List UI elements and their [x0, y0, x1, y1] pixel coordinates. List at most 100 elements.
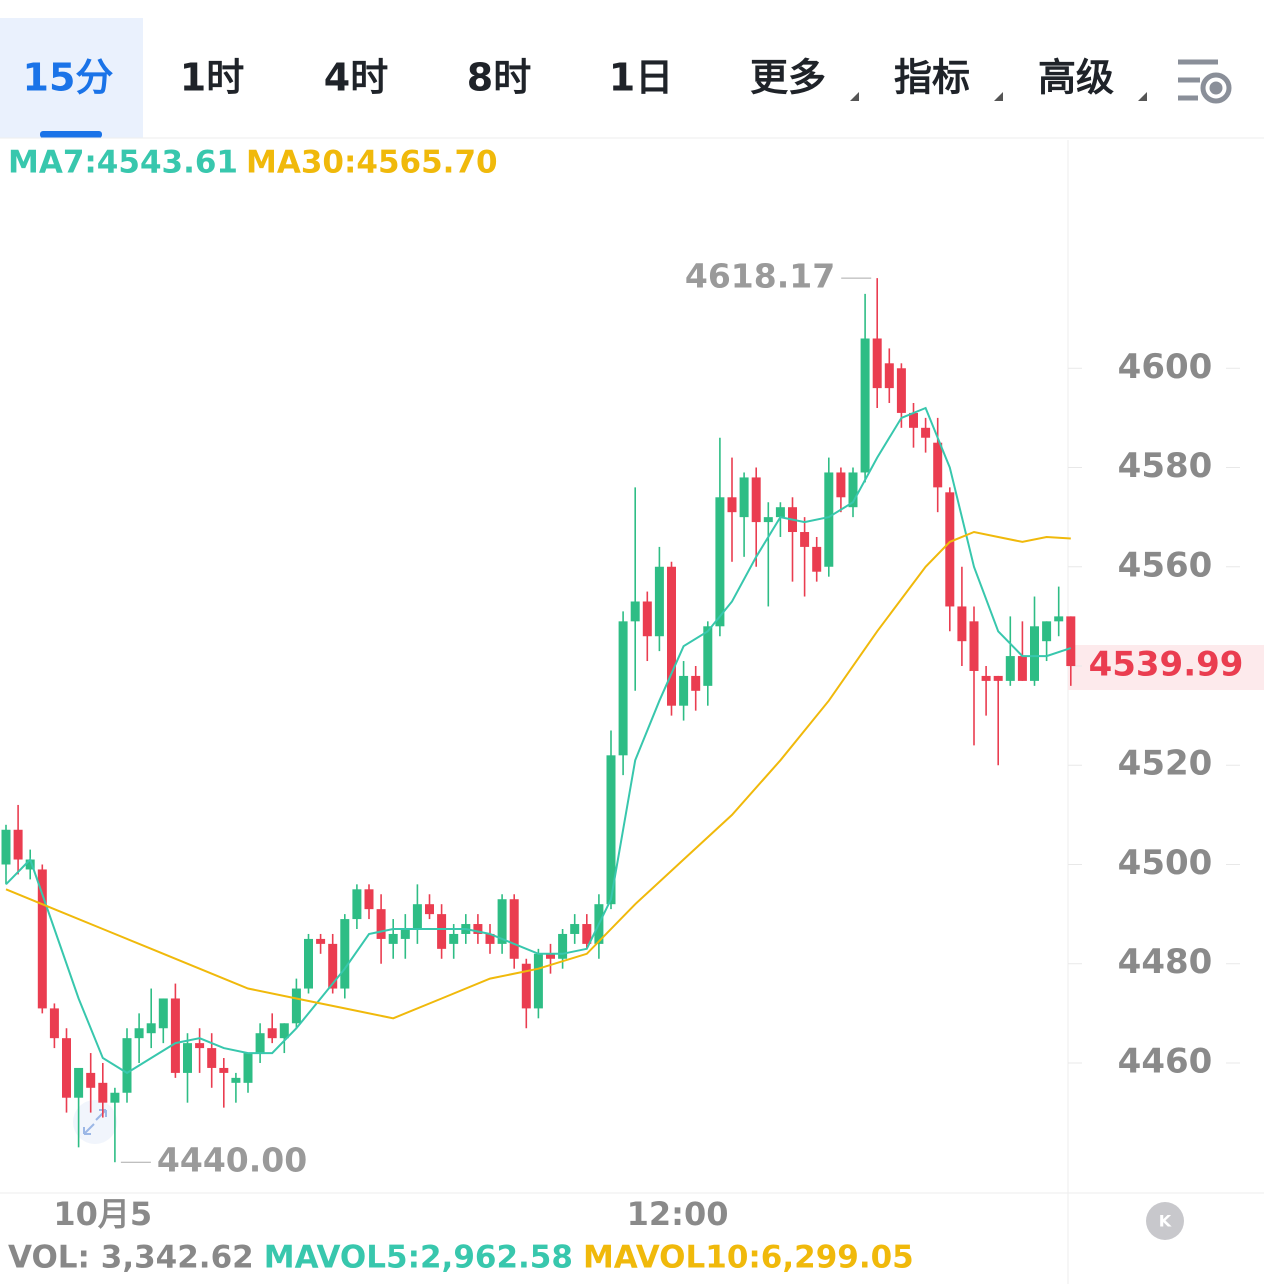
y-tick-label: 4500 — [1118, 843, 1213, 883]
candle-body — [122, 1038, 132, 1093]
candle-body — [860, 338, 870, 473]
candle-body — [13, 829, 23, 860]
candle-body — [134, 1028, 144, 1039]
candle-body — [231, 1077, 241, 1083]
tab[interactable]: 更多 — [750, 56, 826, 100]
candle-body — [909, 412, 918, 428]
tab[interactable]: 高级 — [1038, 56, 1114, 100]
candle-body — [412, 904, 422, 929]
candle-body — [400, 929, 410, 939]
candle-body — [533, 953, 543, 1009]
candle-body — [642, 601, 652, 637]
candle-body — [993, 675, 1003, 681]
candle-body — [558, 933, 568, 959]
candle-body — [376, 909, 386, 939]
volume-label: MAVOL5:2,962.58 — [264, 1240, 573, 1276]
tab[interactable]: 8时 — [467, 56, 531, 100]
candle-body — [546, 953, 555, 959]
zoom-arrows — [83, 1109, 107, 1135]
candle-body — [1054, 616, 1064, 622]
candle-body — [219, 1067, 229, 1073]
candle-body — [933, 442, 943, 488]
candle-body — [1005, 656, 1015, 681]
dropdown-caret — [994, 92, 1003, 101]
candle-body — [195, 1043, 205, 1049]
candle-body — [521, 963, 531, 1009]
volume-label: MAVOL10:6,299.05 — [583, 1240, 914, 1276]
candle-body — [775, 507, 785, 518]
candle-body — [1, 829, 11, 865]
candle-body — [170, 998, 180, 1073]
active-tab-bg — [0, 18, 143, 138]
tab[interactable]: 1时 — [180, 56, 244, 100]
ma-line — [5, 406, 1072, 1075]
candle-body — [848, 472, 858, 508]
candle-body — [618, 621, 628, 756]
scroll-latest-button[interactable] — [1146, 1202, 1184, 1240]
dropdown-caret — [1138, 92, 1147, 101]
candle-body — [715, 497, 725, 627]
candle-body — [364, 889, 374, 910]
candle-body — [1030, 626, 1039, 681]
candle-body — [727, 497, 737, 513]
ma-label: MA30:4565.70 — [246, 145, 498, 181]
candle-body — [207, 1048, 217, 1068]
candle-body — [703, 626, 713, 686]
candle-body — [969, 621, 979, 671]
scroll-latest-icon: K — [1159, 1212, 1172, 1231]
candle-body — [800, 532, 810, 547]
candle-body — [158, 998, 168, 1029]
tab[interactable]: 1日 — [609, 56, 673, 100]
candle-body — [824, 472, 834, 567]
low-marker-label: 4440.00 — [157, 1141, 307, 1180]
y-tick-label: 4560 — [1118, 545, 1213, 585]
candle-body — [1042, 621, 1052, 642]
candle-body — [110, 1092, 120, 1103]
candle-body — [62, 1038, 71, 1098]
candle-body — [388, 933, 398, 944]
x-tick-label: 12:00 — [627, 1195, 729, 1233]
ma-line — [5, 530, 1071, 1020]
candle-body — [49, 1008, 59, 1039]
y-tick-label: 4480 — [1118, 942, 1213, 982]
y-tick-label: 4460 — [1118, 1041, 1213, 1081]
candle-body — [654, 566, 664, 637]
candle-body — [509, 899, 519, 959]
candle-body — [667, 566, 676, 706]
candle-body — [872, 338, 882, 389]
tab[interactable]: 15分 — [23, 56, 114, 100]
y-tick-label: 4580 — [1118, 446, 1213, 486]
candle-body — [267, 1028, 277, 1039]
candle-body — [606, 755, 616, 905]
candle-body — [981, 675, 991, 681]
candle-body — [570, 924, 580, 934]
candle-body — [473, 924, 483, 934]
candle-body — [25, 859, 35, 870]
zoom-icon[interactable] — [73, 1100, 117, 1144]
candle-body — [304, 938, 313, 989]
candle-body — [340, 919, 350, 989]
candle-body — [739, 477, 749, 518]
candle-body — [352, 889, 362, 920]
candle-body — [183, 1043, 192, 1073]
candle-body — [679, 675, 689, 706]
candle-body — [582, 924, 592, 944]
candle-body — [921, 427, 931, 438]
tab[interactable]: 指标 — [894, 56, 970, 100]
candle-body — [449, 933, 459, 944]
active-tab-indicator — [40, 131, 102, 138]
candle-body — [497, 899, 507, 944]
candle-body — [279, 1023, 289, 1039]
tab[interactable]: 4时 — [324, 56, 388, 100]
candle-body — [98, 1082, 108, 1103]
y-tick-label: 4600 — [1118, 347, 1213, 387]
candle-body — [836, 472, 846, 498]
candle-body — [812, 546, 822, 572]
volume-label: VOL: 3,342.62 — [8, 1240, 254, 1276]
candle-body — [37, 869, 47, 1009]
candle-body — [437, 914, 447, 949]
settings-icon[interactable] — [1178, 59, 1232, 104]
candle-body — [425, 904, 434, 915]
ma-label: MA7:4543.61 — [8, 145, 238, 181]
candle-body — [896, 368, 906, 413]
